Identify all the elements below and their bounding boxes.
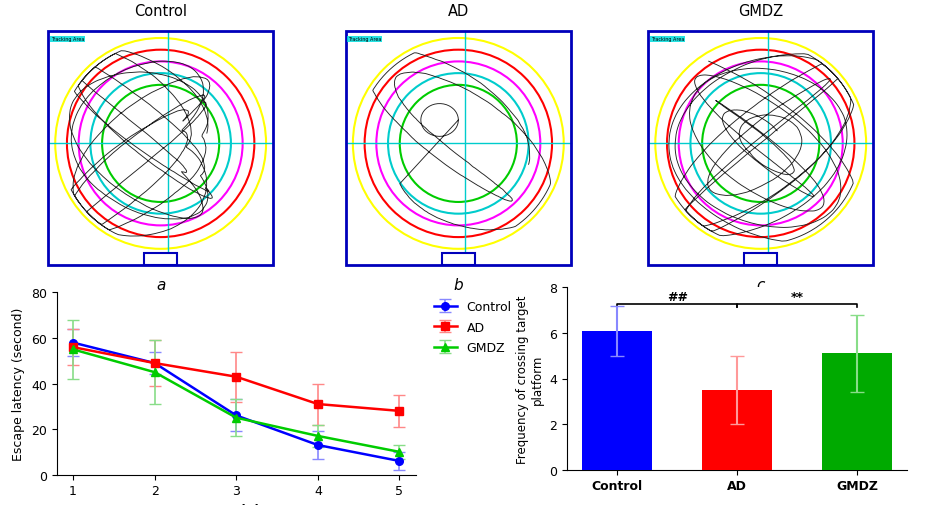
Text: e: e	[732, 501, 741, 505]
Bar	[442, 254, 474, 266]
Legend: Control, AD, GMDZ: Control, AD, GMDZ	[429, 295, 516, 360]
Bar	[744, 254, 776, 266]
Text: c: c	[756, 277, 764, 292]
Text: **: **	[790, 291, 802, 304]
Text: a: a	[156, 277, 165, 292]
X-axis label: Day(s): Day(s)	[211, 503, 261, 505]
Title: Control: Control	[134, 4, 187, 19]
Y-axis label: Escape latency (second): Escape latency (second)	[12, 307, 25, 461]
Title: GMDZ: GMDZ	[737, 4, 783, 19]
Text: ##: ##	[666, 291, 687, 304]
Bar	[144, 254, 177, 266]
Text: b: b	[453, 277, 463, 292]
Bar	[582, 331, 651, 470]
Text: Tracking Area: Tracking Area	[50, 37, 84, 42]
Text: Tracking Area: Tracking Area	[347, 37, 381, 42]
Title: AD: AD	[447, 4, 468, 19]
Bar	[821, 354, 891, 470]
Text: Tracking Area: Tracking Area	[649, 37, 683, 42]
Y-axis label: Frequency of crossing target
platform: Frequency of crossing target platform	[515, 294, 543, 463]
Bar	[701, 390, 771, 470]
